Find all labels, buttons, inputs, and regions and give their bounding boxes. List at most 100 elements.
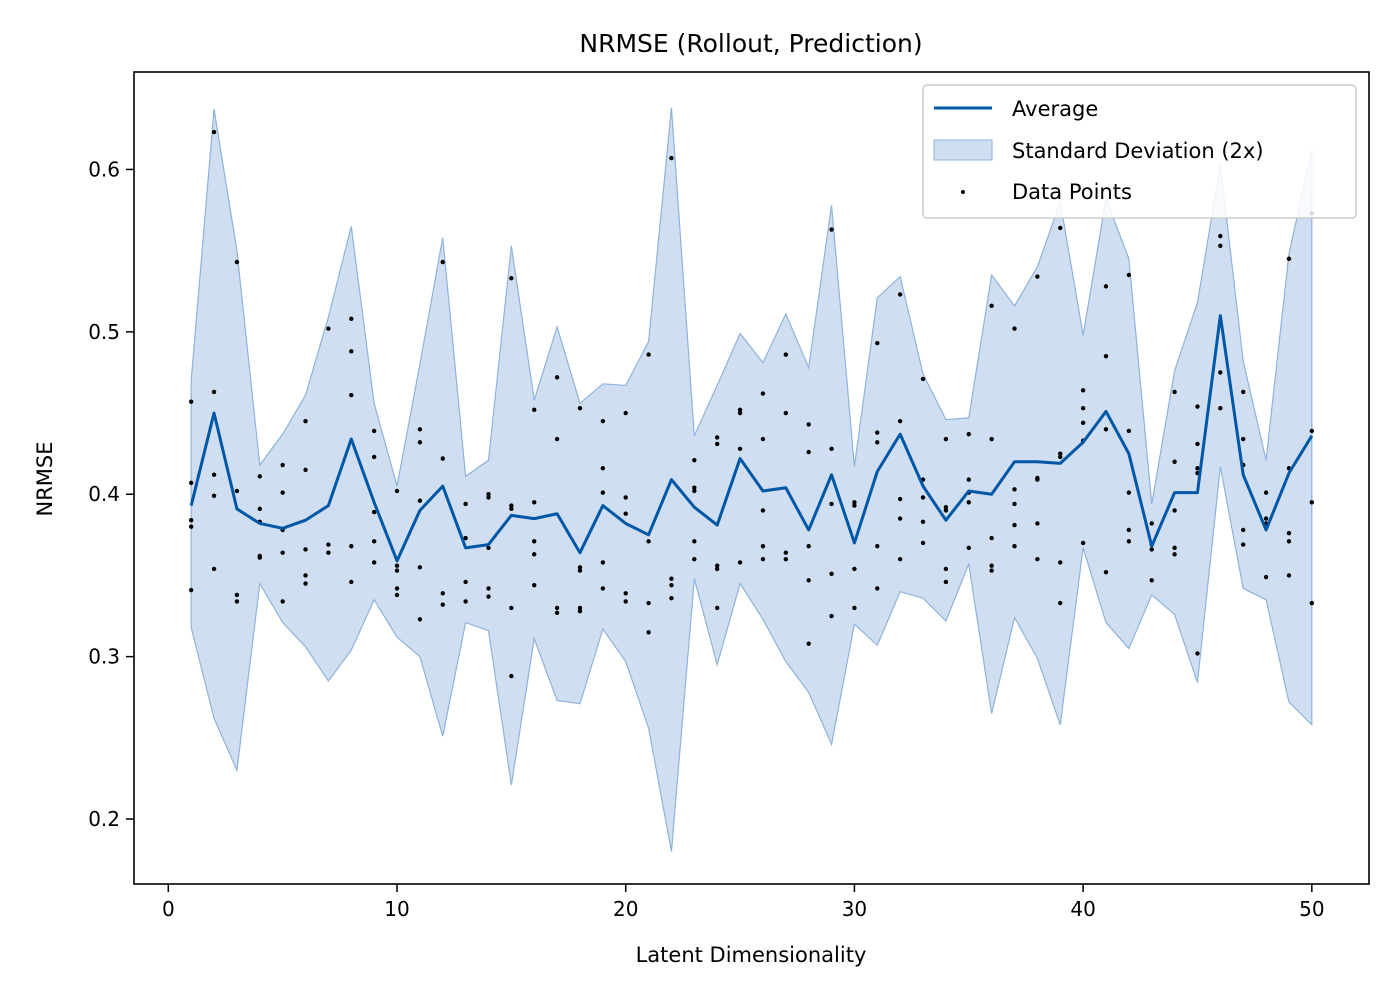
- data-point: [394, 568, 400, 573]
- data-point: [234, 599, 240, 604]
- data-point: [211, 129, 217, 135]
- data-point: [188, 587, 194, 593]
- data-point: [486, 545, 491, 551]
- data-point: [669, 582, 674, 588]
- legend-box: [922, 84, 1357, 219]
- legend-std-swatch: [933, 139, 993, 161]
- data-point: [920, 519, 926, 525]
- data-point: [532, 552, 537, 557]
- data-point: [989, 563, 994, 568]
- y-tick-label: 0.6: [88, 157, 120, 181]
- chart-title: NRMSE (Rollout, Prediction): [579, 29, 922, 58]
- y-tick-label: 0.2: [88, 807, 120, 831]
- data-point: [303, 573, 308, 578]
- data-point: [280, 490, 285, 495]
- data-point: [646, 600, 651, 606]
- data-point: [349, 349, 354, 354]
- data-point: [1149, 578, 1154, 583]
- data-point: [760, 557, 766, 562]
- data-point: [829, 571, 834, 577]
- data-point: [1286, 531, 1292, 536]
- data-point: [966, 431, 971, 437]
- data-point: [600, 490, 606, 495]
- data-point: [417, 440, 423, 445]
- data-point: [280, 550, 285, 555]
- data-point: [234, 259, 240, 265]
- data-point: [737, 446, 743, 451]
- x-tick-label: 10: [384, 897, 409, 921]
- data-point: [806, 641, 811, 646]
- data-point: [554, 610, 560, 615]
- data-point: [211, 389, 217, 395]
- data-point: [394, 586, 400, 591]
- data-point: [303, 547, 308, 552]
- data-point: [646, 352, 651, 357]
- data-point: [303, 418, 308, 424]
- data-point: [829, 227, 834, 232]
- data-point: [1058, 451, 1063, 456]
- data-point: [463, 599, 468, 604]
- data-point: [692, 539, 697, 544]
- data-point: [463, 535, 468, 541]
- data-point: [577, 608, 583, 614]
- x-axis-label: Latent Dimensionality: [636, 943, 867, 967]
- data-point: [509, 605, 514, 611]
- data-point: [806, 449, 811, 455]
- data-point: [829, 446, 834, 451]
- data-point: [1218, 233, 1223, 239]
- data-point: [646, 630, 651, 635]
- data-point: [394, 563, 400, 568]
- data-point: [714, 566, 720, 572]
- data-point: [1263, 574, 1269, 580]
- data-point: [463, 501, 468, 507]
- data-point: [714, 605, 720, 611]
- data-point: [1286, 573, 1292, 578]
- data-point: [1012, 544, 1017, 549]
- data-point: [852, 566, 857, 572]
- y-axis-label: NRMSE: [33, 441, 57, 516]
- data-point: [1241, 389, 1246, 395]
- data-point: [783, 352, 789, 357]
- data-point: [623, 511, 628, 516]
- x-axis-ticks: 0 10 20 30 40 50: [162, 884, 1325, 921]
- data-point: [1080, 420, 1086, 425]
- data-point: [1126, 527, 1132, 533]
- data-point: [1172, 552, 1177, 557]
- data-point: [852, 605, 857, 611]
- legend-points-label: Data Points: [1012, 180, 1132, 204]
- data-point: [1126, 428, 1132, 434]
- data-point: [1172, 545, 1177, 551]
- data-point: [692, 457, 697, 463]
- data-point: [1058, 225, 1063, 231]
- data-point: [1286, 539, 1292, 544]
- data-point: [623, 591, 628, 596]
- data-point: [875, 430, 880, 435]
- data-point: [714, 435, 720, 440]
- data-point: [349, 316, 354, 322]
- data-point: [1058, 600, 1063, 606]
- data-point: [966, 500, 971, 505]
- plot-area: [188, 107, 1315, 852]
- data-point: [600, 466, 606, 471]
- data-point: [897, 292, 903, 297]
- data-point: [600, 418, 606, 424]
- data-point: [486, 492, 491, 497]
- legend-std-label: Standard Deviation (2x): [1012, 139, 1264, 163]
- data-point: [1241, 527, 1246, 533]
- data-point: [326, 326, 331, 331]
- data-point: [692, 557, 697, 562]
- data-point: [509, 503, 514, 508]
- data-point: [943, 579, 949, 585]
- legend-average-label: Average: [1012, 97, 1098, 121]
- data-point: [920, 495, 926, 500]
- data-point: [737, 410, 743, 416]
- data-point: [349, 579, 354, 585]
- data-point: [760, 436, 766, 442]
- data-point: [371, 509, 377, 515]
- data-point: [623, 495, 628, 500]
- data-point: [692, 488, 697, 494]
- data-point: [326, 542, 331, 547]
- data-point: [509, 276, 514, 281]
- data-point: [1058, 454, 1063, 460]
